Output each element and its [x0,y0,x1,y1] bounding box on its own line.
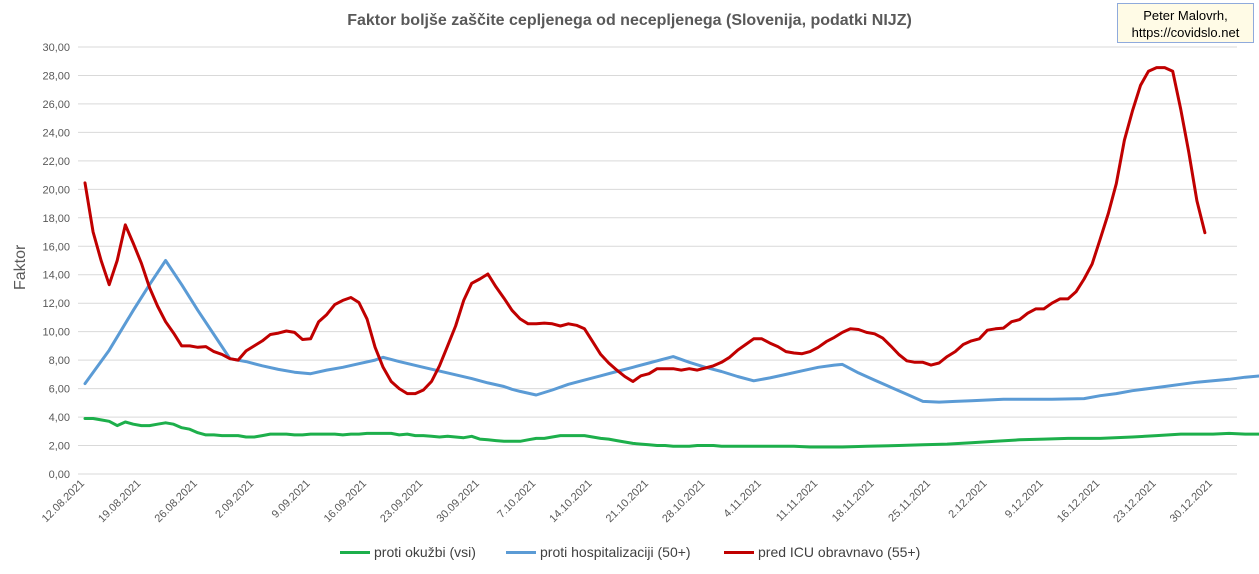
gridlines [78,46,1237,475]
x-tick-label: 25.11.2021 [886,478,933,525]
credit-author: Peter Malovrh, [1143,8,1228,23]
x-tick-label: 19.08.2021 [96,478,143,525]
y-tick-label: 8,00 [49,355,70,367]
credit-url: https://covidslo.net [1131,25,1240,40]
y-tick-label: 20,00 [42,184,70,196]
series-lines [83,66,1259,449]
x-tick-label: 26.08.2021 [153,478,200,525]
x-tick-label: 28.10.2021 [660,478,707,525]
y-tick-label: 30,00 [42,42,70,54]
y-tick-label: 4,00 [49,412,70,424]
x-tick-label: 9.12.2021 [1003,478,1046,521]
x-tick-label: 14.10.2021 [547,478,594,525]
y-tick-label: 16,00 [42,241,70,253]
x-tick-label: 23.12.2021 [1111,478,1158,525]
y-tick-label: 0,00 [49,469,70,481]
legend-swatch-icu [724,550,754,554]
y-tick-label: 18,00 [42,213,70,225]
credit-box: Peter Malovrh, https://covidslo.net [1117,3,1254,43]
x-tick-label: 2.12.2021 [946,478,989,521]
y-tick-label: 28,00 [42,70,70,82]
series-line-2 [83,66,1207,396]
y-tick-label: 14,00 [42,270,70,282]
y-tick-label: 22,00 [42,156,70,168]
x-tick-label: 23.09.2021 [378,478,425,525]
x-tick-labels: 12.08.2021 19.08.2021 26.08.2021 2.09.2021 9… [40,478,1215,525]
legend-swatch-infection [340,550,370,554]
x-tick-label: 30.09.2021 [435,478,482,525]
plot-area: 0,00 2,00 4,00 6,00 8,00 10,00 12,00 14,00 16,00… [40,42,1259,525]
x-tick-label: 7.10.2021 [495,478,538,521]
y-tick-label: 26,00 [42,99,70,111]
x-tick-label: 16.12.2021 [1055,478,1102,525]
x-tick-label: 21.10.2021 [604,478,651,525]
legend-label-hospitalization: proti hospitalizaciji (50+) [540,544,691,560]
legend-label-infection: proti okužbi (vsi) [374,544,476,560]
x-tick-label: 12.08.2021 [40,478,87,525]
x-tick-label: 11.11.2021 [774,478,820,524]
y-tick-label: 10,00 [42,327,70,339]
legend: proti okužbi (vsi) proti hospitalizaciji… [0,544,1259,564]
chart-title: Faktor boljše zaščite cepljenega od nece… [347,12,912,29]
x-tick-label: 18.11.2021 [830,478,877,525]
y-tick-label: 24,00 [42,127,70,139]
legend-label-icu: pred ICU obravnavo (55+) [758,544,921,560]
legend-item-icu: pred ICU obravnavo (55+) [724,544,920,560]
y-tick-label: 12,00 [42,298,70,310]
legend-item-infection: proti okužbi (vsi) [340,544,476,560]
x-tick-label: 30.12.2021 [1168,478,1215,525]
y-tick-label: 6,00 [49,384,70,396]
series-line-0 [83,417,1259,449]
y-tick-label: 2,00 [49,441,70,453]
legend-swatch-hospitalization [506,550,536,554]
x-tick-label: 16.09.2021 [322,478,369,525]
y-tick-labels: 0,00 2,00 4,00 6,00 8,00 10,00 12,00 14,00 16,00… [42,42,70,481]
legend-item-hospitalization: proti hospitalizaciji (50+) [506,544,691,560]
series-line-1 [83,259,1259,404]
x-tick-label: 4.11.2021 [721,478,764,521]
x-tick-label: 2.09.2021 [213,478,256,521]
x-tick-label: 9.09.2021 [270,478,313,521]
